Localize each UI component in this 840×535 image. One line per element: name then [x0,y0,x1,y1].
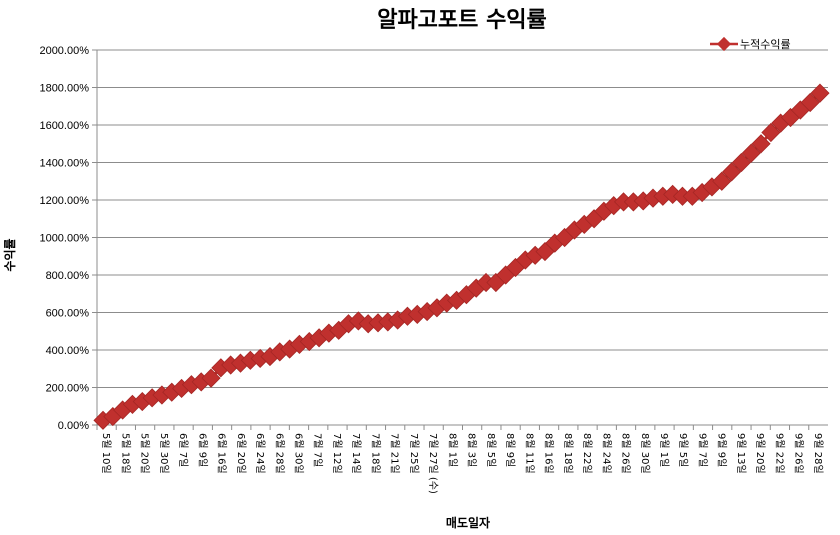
x-tick-label: 7월 25일 [408,433,420,474]
y-axis-ticks: 0.00% 200.00% 400.00% 600.00% 800.00% 1000.00… [39,45,97,432]
x-tick-label: 7월 7일 [312,433,324,467]
data-point-marker [712,171,732,191]
data-point-marker [761,122,781,143]
x-tick-label: 9월 7일 [696,433,708,467]
data-point-marker [722,162,742,182]
grid-lines [97,49,828,388]
y-tick-label: 1400.00% [39,158,89,170]
x-tick-label: 9월 9일 [716,433,728,467]
x-tick-label: 8월 22일 [581,433,593,474]
x-tick-label: 6월 7일 [177,433,189,467]
x-tick-label: 5월 30일 [158,433,170,474]
x-tick-label: 9월 26일 [793,433,805,474]
legend-label: 누적수익률 [740,38,791,51]
legend: 누적수익률 [710,36,791,52]
y-tick-label: 1200.00% [39,195,89,207]
x-tick-label: 7월 12일 [331,433,343,474]
data-point-marker [800,92,820,113]
y-tick-label: 400.00% [46,345,90,357]
x-tick-label: 8월 16일 [543,433,555,474]
x-tick-label: 7월 18일 [369,433,381,474]
x-tick-label: 8월 26일 [620,433,632,474]
x-tick-label: 9월 13일 [735,433,747,474]
x-tick-label: 8월 9일 [504,433,516,467]
y-tick-label: 200.00% [46,383,90,395]
y-tick-label: 800.00% [46,270,90,282]
y-axis-label: 수익률 [3,238,17,271]
y-tick-label: 1800.00% [39,83,89,95]
x-tick-label: 8월 11일 [523,433,535,474]
y-tick-label: 600.00% [46,308,90,320]
x-tick-label: 5월 10일 [100,433,112,474]
x-axis-ticks: 5월 10일 5월 18일 5월 20일 5월 30일 6월 7일 6월 9일 6월 16일… [96,425,824,494]
x-tick-label: 7월 21일 [389,433,401,474]
x-tick-label: 6월 28일 [273,433,285,474]
x-tick-label: 9월 20일 [754,433,766,474]
x-tick-label: 8월 1일 [446,433,458,467]
y-tick-label: 1600.00% [39,120,89,132]
x-tick-label: 6월 20일 [235,433,247,474]
x-tick-label: 8월 5일 [485,433,497,467]
x-tick-label: 5월 18일 [119,433,131,474]
legend-marker-sample [716,36,732,52]
chart-title: 알파고포트 수익률 [377,8,547,33]
x-tick-label: 7월 27일 (수) [427,433,439,494]
x-tick-label: 6월 30일 [292,433,304,474]
data-point-marker [741,143,761,163]
y-tick-label: 1000.00% [39,233,89,245]
x-tick-label: 9월 22일 [773,433,785,474]
x-axis-label: 매도일자 [446,515,490,530]
x-tick-label: 7월 14일 [350,433,362,474]
x-tick-label: 6월 24일 [254,433,266,474]
x-tick-label: 6월 9일 [196,433,208,467]
x-tick-label: 9월 28일 [812,433,824,474]
x-tick-label: 9월 1일 [658,433,670,467]
x-tick-label: 8월 24일 [600,433,612,474]
data-point-marker [751,134,771,154]
data-point-marker [348,311,368,331]
x-tick-label: 5월 20일 [139,433,151,474]
y-tick-label: 0.00% [58,420,89,432]
series-markers [93,83,830,430]
data-point-marker [731,152,751,173]
x-tick-label: 8월 3일 [466,433,478,467]
y-tick-label: 2000.00% [39,45,89,57]
x-tick-label: 9월 5일 [677,433,689,467]
data-point-marker [201,368,221,388]
data-point-marker [810,83,830,103]
x-tick-label: 8월 18일 [562,433,574,474]
x-tick-label: 8월 30일 [639,433,651,474]
x-tick-label: 6월 16일 [216,433,228,474]
